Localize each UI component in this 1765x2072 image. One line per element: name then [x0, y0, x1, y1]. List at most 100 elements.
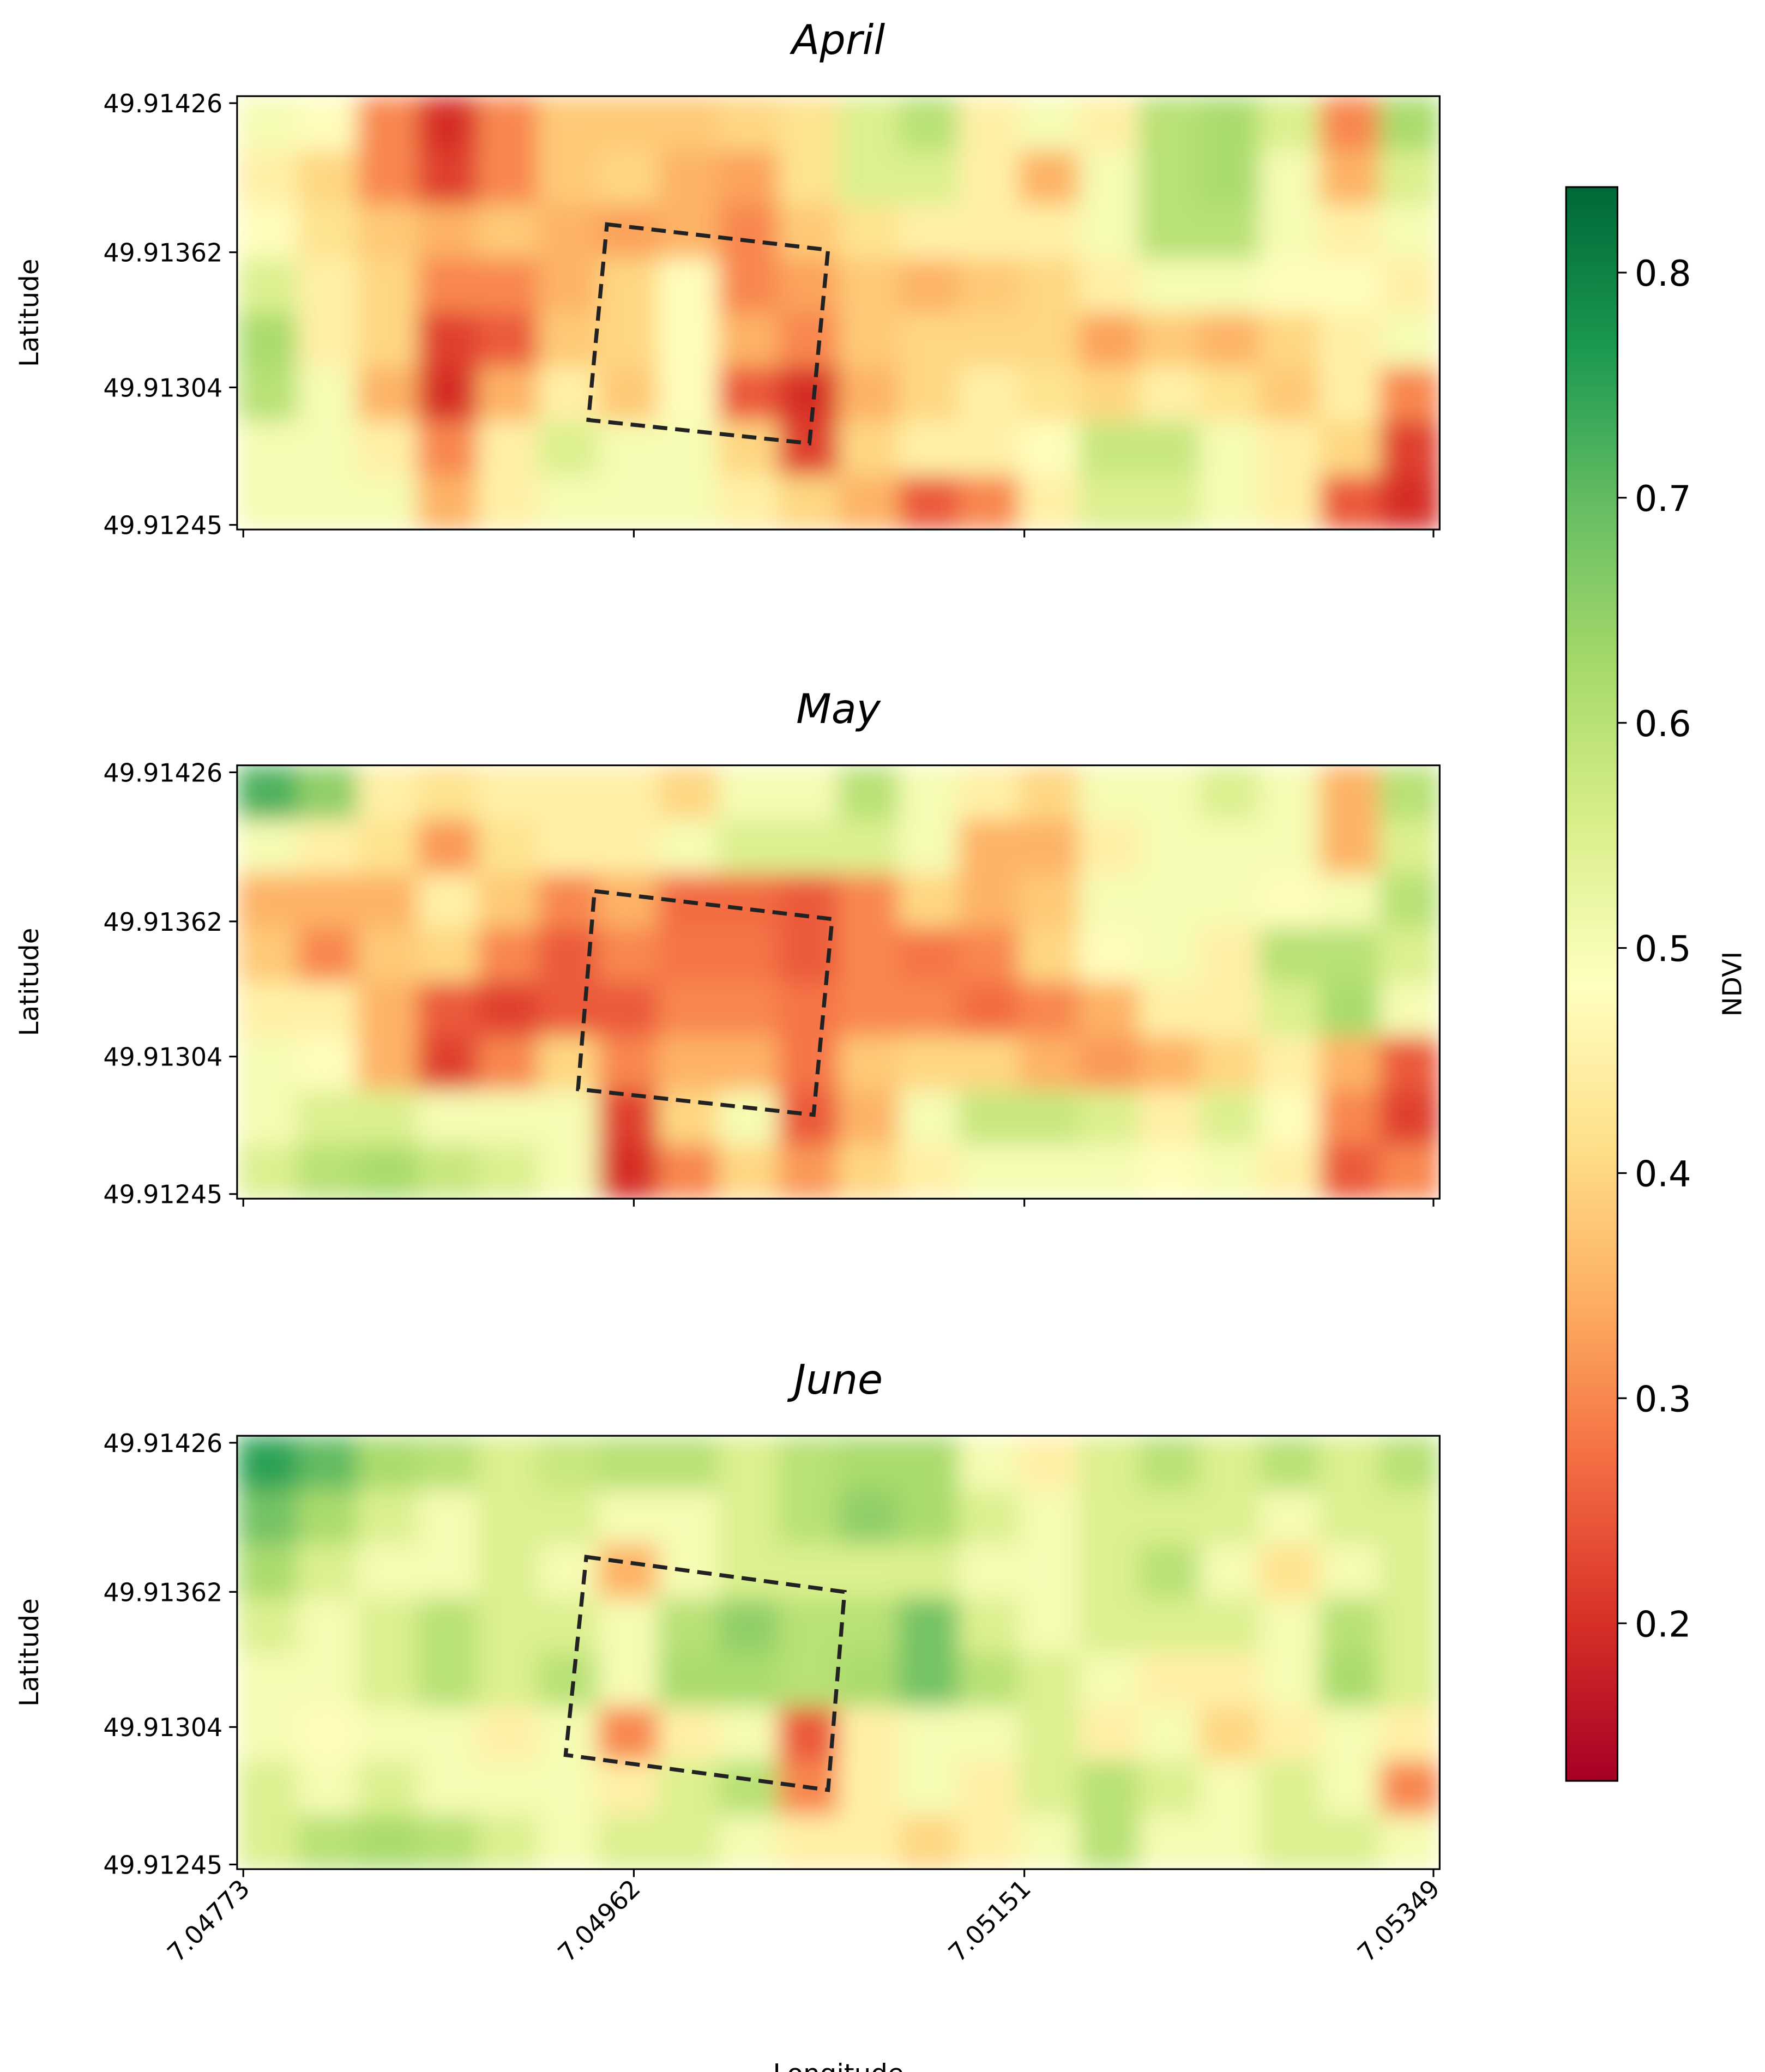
- cell: [718, 1090, 779, 1146]
- cell: [959, 150, 1020, 206]
- cell: [237, 1144, 298, 1199]
- cell: [658, 1490, 719, 1545]
- cell: [1138, 1815, 1200, 1869]
- cell: [417, 1090, 479, 1146]
- cell: [959, 1706, 1020, 1762]
- cell: [1199, 312, 1260, 368]
- cell: [778, 475, 840, 530]
- cell: [1199, 1144, 1260, 1199]
- cell: [297, 1652, 358, 1708]
- cell: [297, 1490, 358, 1545]
- cell: [838, 874, 900, 929]
- y-axis-label: Latitude: [14, 1598, 45, 1707]
- cell: [1019, 927, 1080, 983]
- cell: [417, 1544, 479, 1599]
- y-tick-label: 49.91304: [103, 373, 222, 402]
- cell: [1259, 1815, 1321, 1869]
- cell: [477, 1144, 539, 1199]
- cell: [1380, 150, 1440, 206]
- cell: [417, 1815, 479, 1869]
- cell: [838, 1036, 900, 1092]
- cell: [1079, 1598, 1140, 1654]
- cell: [477, 421, 539, 477]
- cell: [718, 1490, 779, 1545]
- cell: [1259, 1761, 1321, 1816]
- cell: [1380, 981, 1440, 1037]
- cell: [417, 204, 479, 260]
- cell: [1079, 475, 1140, 530]
- cell: [1259, 765, 1321, 821]
- cell: [1199, 1490, 1260, 1545]
- cell: [357, 874, 419, 929]
- cell: [778, 258, 840, 314]
- cell: [598, 1036, 659, 1092]
- cell: [1199, 367, 1260, 422]
- cell: [1199, 1706, 1260, 1762]
- cell: [477, 981, 539, 1037]
- cell: [959, 1144, 1020, 1199]
- cell: [778, 1144, 840, 1199]
- cell: [959, 421, 1020, 477]
- cell: [357, 1544, 419, 1599]
- cell: [1199, 765, 1260, 821]
- cell: [838, 981, 900, 1037]
- cell: [838, 1598, 900, 1654]
- cell: [1138, 1652, 1200, 1708]
- cell: [1380, 765, 1440, 821]
- cell: [778, 1706, 840, 1762]
- cell: [778, 765, 840, 821]
- cells: [237, 1436, 1440, 1869]
- cell: [417, 981, 479, 1037]
- cell: [237, 1090, 298, 1146]
- cell: [357, 981, 419, 1037]
- cell: [417, 765, 479, 821]
- cell: [658, 1144, 719, 1199]
- cell: [898, 204, 960, 260]
- cell: [1199, 981, 1260, 1037]
- cell: [1199, 421, 1260, 477]
- cell: [1259, 1090, 1321, 1146]
- cell: [598, 258, 659, 314]
- cell: [1380, 1090, 1440, 1146]
- cell: [538, 874, 599, 929]
- cell: [598, 981, 659, 1037]
- cell: [658, 258, 719, 314]
- cell: [1199, 1815, 1260, 1869]
- cell: [237, 96, 298, 152]
- cell: [838, 312, 900, 368]
- cell: [658, 1761, 719, 1816]
- cell: [778, 312, 840, 368]
- cell: [598, 204, 659, 260]
- cell: [1138, 1490, 1200, 1545]
- cell: [417, 367, 479, 422]
- cell: [237, 258, 298, 314]
- cell: [538, 1598, 599, 1654]
- cell: [658, 367, 719, 422]
- cell: [477, 312, 539, 368]
- colorbar-tick-label: 0.4: [1635, 1154, 1691, 1195]
- cell: [778, 1090, 840, 1146]
- cell: [1138, 96, 1200, 152]
- cell: [959, 1761, 1020, 1816]
- cell: [718, 765, 779, 821]
- cell: [718, 927, 779, 983]
- cell: [297, 421, 358, 477]
- cell: [658, 981, 719, 1037]
- cell: [1079, 312, 1140, 368]
- cell: [1079, 765, 1140, 821]
- cell: [237, 475, 298, 530]
- y-tick-label: 49.91426: [103, 89, 222, 118]
- cell: [1259, 150, 1321, 206]
- cell: [658, 1598, 719, 1654]
- cell: [417, 927, 479, 983]
- cell: [417, 1144, 479, 1199]
- cell: [959, 475, 1020, 530]
- cell: [357, 1090, 419, 1146]
- cell: [1380, 475, 1440, 530]
- region-outline: [563, 1555, 847, 1792]
- cell: [297, 819, 358, 875]
- cell: [598, 1652, 659, 1708]
- cell: [1380, 1144, 1440, 1199]
- cell: [297, 1144, 358, 1199]
- cell: [477, 1761, 539, 1816]
